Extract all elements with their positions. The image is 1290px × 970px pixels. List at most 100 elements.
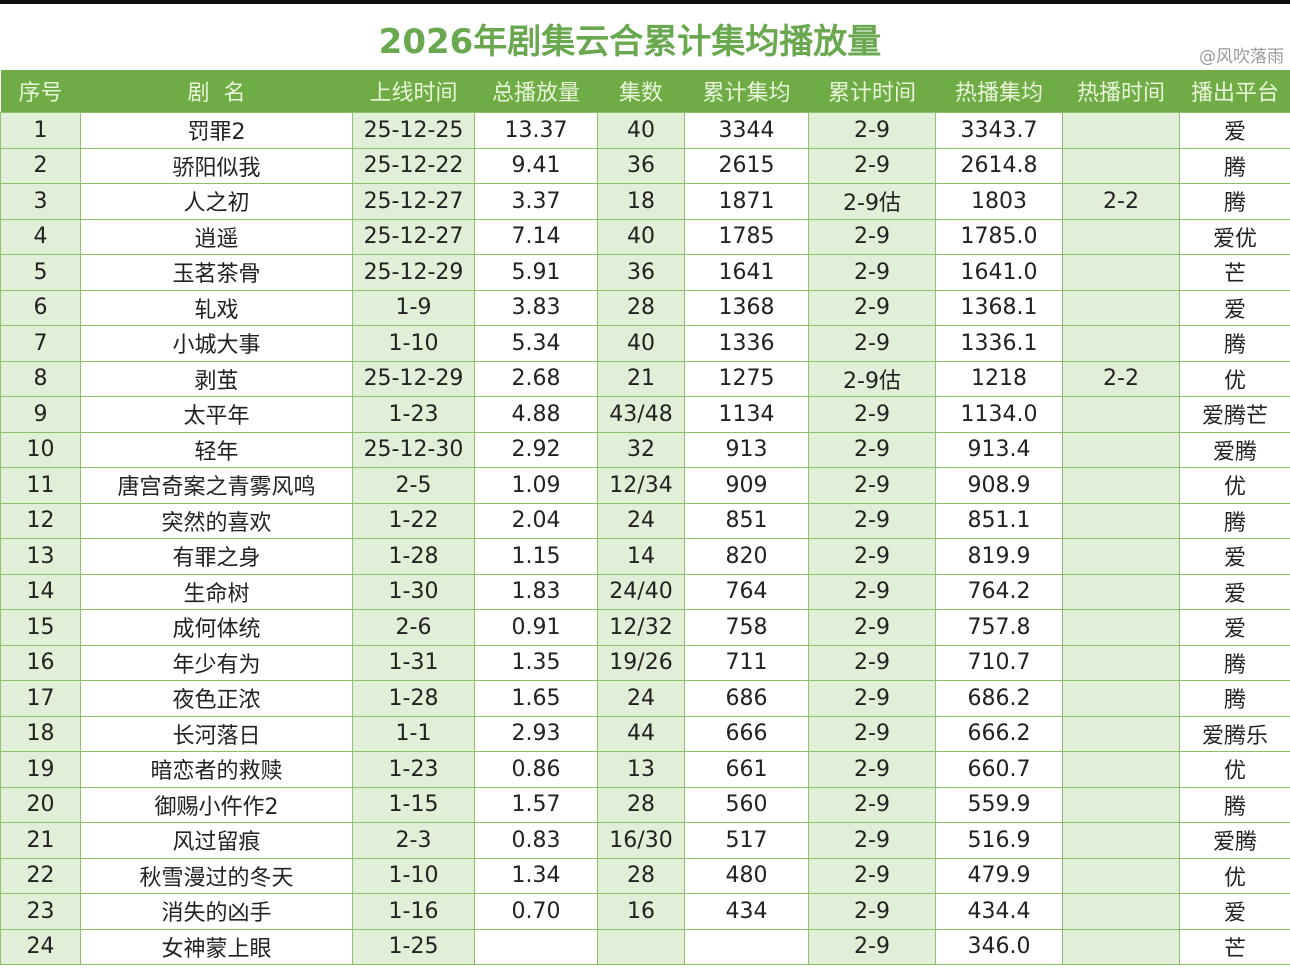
cell-platform: 爱 [1179, 538, 1290, 575]
top-border [0, 0, 1290, 4]
cell-seq: 23 [0, 893, 81, 930]
cell-hot-date [1062, 538, 1180, 575]
cell-launch-date: 2-5 [352, 467, 475, 504]
col-header-seq: 序号 [0, 70, 81, 113]
cell-title: 骄阳似我 [80, 147, 353, 184]
cell-hot-avg: 819.9 [935, 538, 1063, 575]
cell-platform: 爱 [1179, 893, 1290, 930]
table-row: 24 女神蒙上眼 1-25 2-9 346.0 芒 [0, 928, 1290, 965]
cell-launch-date: 1-23 [352, 396, 475, 433]
table-row: 15 成何体统 2-6 0.91 12/32 758 2-9 757.8 爱 [0, 609, 1290, 646]
cell-episodes: 28 [597, 786, 685, 823]
cell-hot-date [1062, 573, 1180, 610]
cell-launch-date: 1-25 [352, 928, 475, 965]
cell-cumulative-date: 2-9 [808, 147, 936, 184]
cell-hot-avg: 1803 [935, 183, 1063, 220]
cell-hot-date [1062, 680, 1180, 717]
cell-episodes: 43/48 [597, 396, 685, 433]
cell-platform: 爱 [1179, 289, 1290, 326]
cell-total-plays: 0.86 [474, 751, 598, 788]
table-row: 14 生命树 1-30 1.83 24/40 764 2-9 764.2 爱 [0, 573, 1290, 610]
cell-hot-avg: 559.9 [935, 786, 1063, 823]
cell-hot-date [1062, 786, 1180, 823]
table-row: 21 风过留痕 2-3 0.83 16/30 517 2-9 516.9 爱腾 [0, 822, 1290, 859]
cell-hot-date [1062, 502, 1180, 539]
cell-episodes [597, 928, 685, 965]
cell-cumulative-date: 2-9 [808, 609, 936, 646]
cell-hot-avg: 1218 [935, 360, 1063, 397]
table-row: 13 有罪之身 1-28 1.15 14 820 2-9 819.9 爱 [0, 538, 1290, 575]
cell-platform: 优 [1179, 857, 1290, 894]
cell-episodes: 44 [597, 715, 685, 752]
cell-hot-date [1062, 467, 1180, 504]
cell-total-plays: 2.68 [474, 360, 598, 397]
cell-launch-date: 1-1 [352, 715, 475, 752]
cell-total-plays: 1.35 [474, 644, 598, 681]
cell-cumulative-avg: 2615 [684, 147, 809, 184]
cell-cumulative-avg: 1641 [684, 254, 809, 291]
cell-episodes: 12/34 [597, 467, 685, 504]
cell-episodes: 32 [597, 431, 685, 468]
cell-cumulative-avg: 434 [684, 893, 809, 930]
cell-cumulative-avg: 1785 [684, 218, 809, 255]
cell-seq: 2 [0, 147, 81, 184]
header-row: 序号 剧 名 上线时间 总播放量 集数 累计集均 累计时间 热播集均 热播时间 … [0, 70, 1290, 113]
cell-platform: 优 [1179, 467, 1290, 504]
cell-platform: 爱腾 [1179, 431, 1290, 468]
cell-hot-avg: 913.4 [935, 431, 1063, 468]
col-header-platform: 播出平台 [1179, 70, 1290, 113]
cell-title: 玉茗茶骨 [80, 254, 353, 291]
cell-launch-date: 2-3 [352, 822, 475, 859]
cell-seq: 19 [0, 751, 81, 788]
cell-launch-date: 1-10 [352, 325, 475, 362]
cell-hot-avg: 764.2 [935, 573, 1063, 610]
cell-cumulative-date: 2-9 [808, 715, 936, 752]
table-row: 11 唐宫奇案之青雾风鸣 2-5 1.09 12/34 909 2-9 908.9 优 [0, 467, 1290, 504]
cell-title: 太平年 [80, 396, 353, 433]
cell-cumulative-date: 2-9 [808, 218, 936, 255]
cell-cumulative-date: 2-9 [808, 467, 936, 504]
cell-total-plays: 1.15 [474, 538, 598, 575]
cell-seq: 7 [0, 325, 81, 362]
cell-title: 御赐小仵作2 [80, 786, 353, 823]
cell-cumulative-avg: 1134 [684, 396, 809, 433]
cell-cumulative-avg: 909 [684, 467, 809, 504]
col-header-hot-date: 热播时间 [1062, 70, 1180, 113]
cell-cumulative-avg: 517 [684, 822, 809, 859]
cell-seq: 8 [0, 360, 81, 397]
cell-cumulative-avg [684, 928, 809, 965]
col-header-episodes: 集数 [597, 70, 685, 113]
cell-total-plays: 0.70 [474, 893, 598, 930]
cell-hot-date [1062, 112, 1180, 149]
cell-cumulative-avg: 480 [684, 857, 809, 894]
cell-total-plays: 2.92 [474, 431, 598, 468]
cell-launch-date: 25-12-30 [352, 431, 475, 468]
cell-cumulative-avg: 758 [684, 609, 809, 646]
cell-episodes: 40 [597, 112, 685, 149]
cell-hot-date [1062, 893, 1180, 930]
cell-launch-date: 1-16 [352, 893, 475, 930]
cell-launch-date: 1-10 [352, 857, 475, 894]
table-row: 3 人之初 25-12-27 3.37 18 1871 2-9估 1803 2-2 腾 [0, 183, 1290, 220]
table-row: 4 逍遥 25-12-27 7.14 40 1785 2-9 1785.0 爱优 [0, 218, 1290, 255]
table-row: 17 夜色正浓 1-28 1.65 24 686 2-9 686.2 腾 [0, 680, 1290, 717]
cell-episodes: 40 [597, 325, 685, 362]
cell-total-plays: 5.34 [474, 325, 598, 362]
cell-hot-date [1062, 431, 1180, 468]
cell-total-plays: 2.93 [474, 715, 598, 752]
cell-hot-avg: 710.7 [935, 644, 1063, 681]
cell-total-plays: 1.34 [474, 857, 598, 894]
cell-episodes: 16 [597, 893, 685, 930]
table-row: 2 骄阳似我 25-12-22 9.41 36 2615 2-9 2614.8 腾 [0, 147, 1290, 184]
cell-launch-date: 25-12-25 [352, 112, 475, 149]
cell-cumulative-avg: 1871 [684, 183, 809, 220]
cell-hot-date [1062, 644, 1180, 681]
cell-episodes: 16/30 [597, 822, 685, 859]
col-header-total-plays: 总播放量 [474, 70, 598, 113]
cell-seq: 5 [0, 254, 81, 291]
cell-launch-date: 25-12-27 [352, 218, 475, 255]
cell-platform: 爱 [1179, 573, 1290, 610]
cell-launch-date: 1-22 [352, 502, 475, 539]
cell-total-plays: 1.65 [474, 680, 598, 717]
cell-hot-date [1062, 254, 1180, 291]
